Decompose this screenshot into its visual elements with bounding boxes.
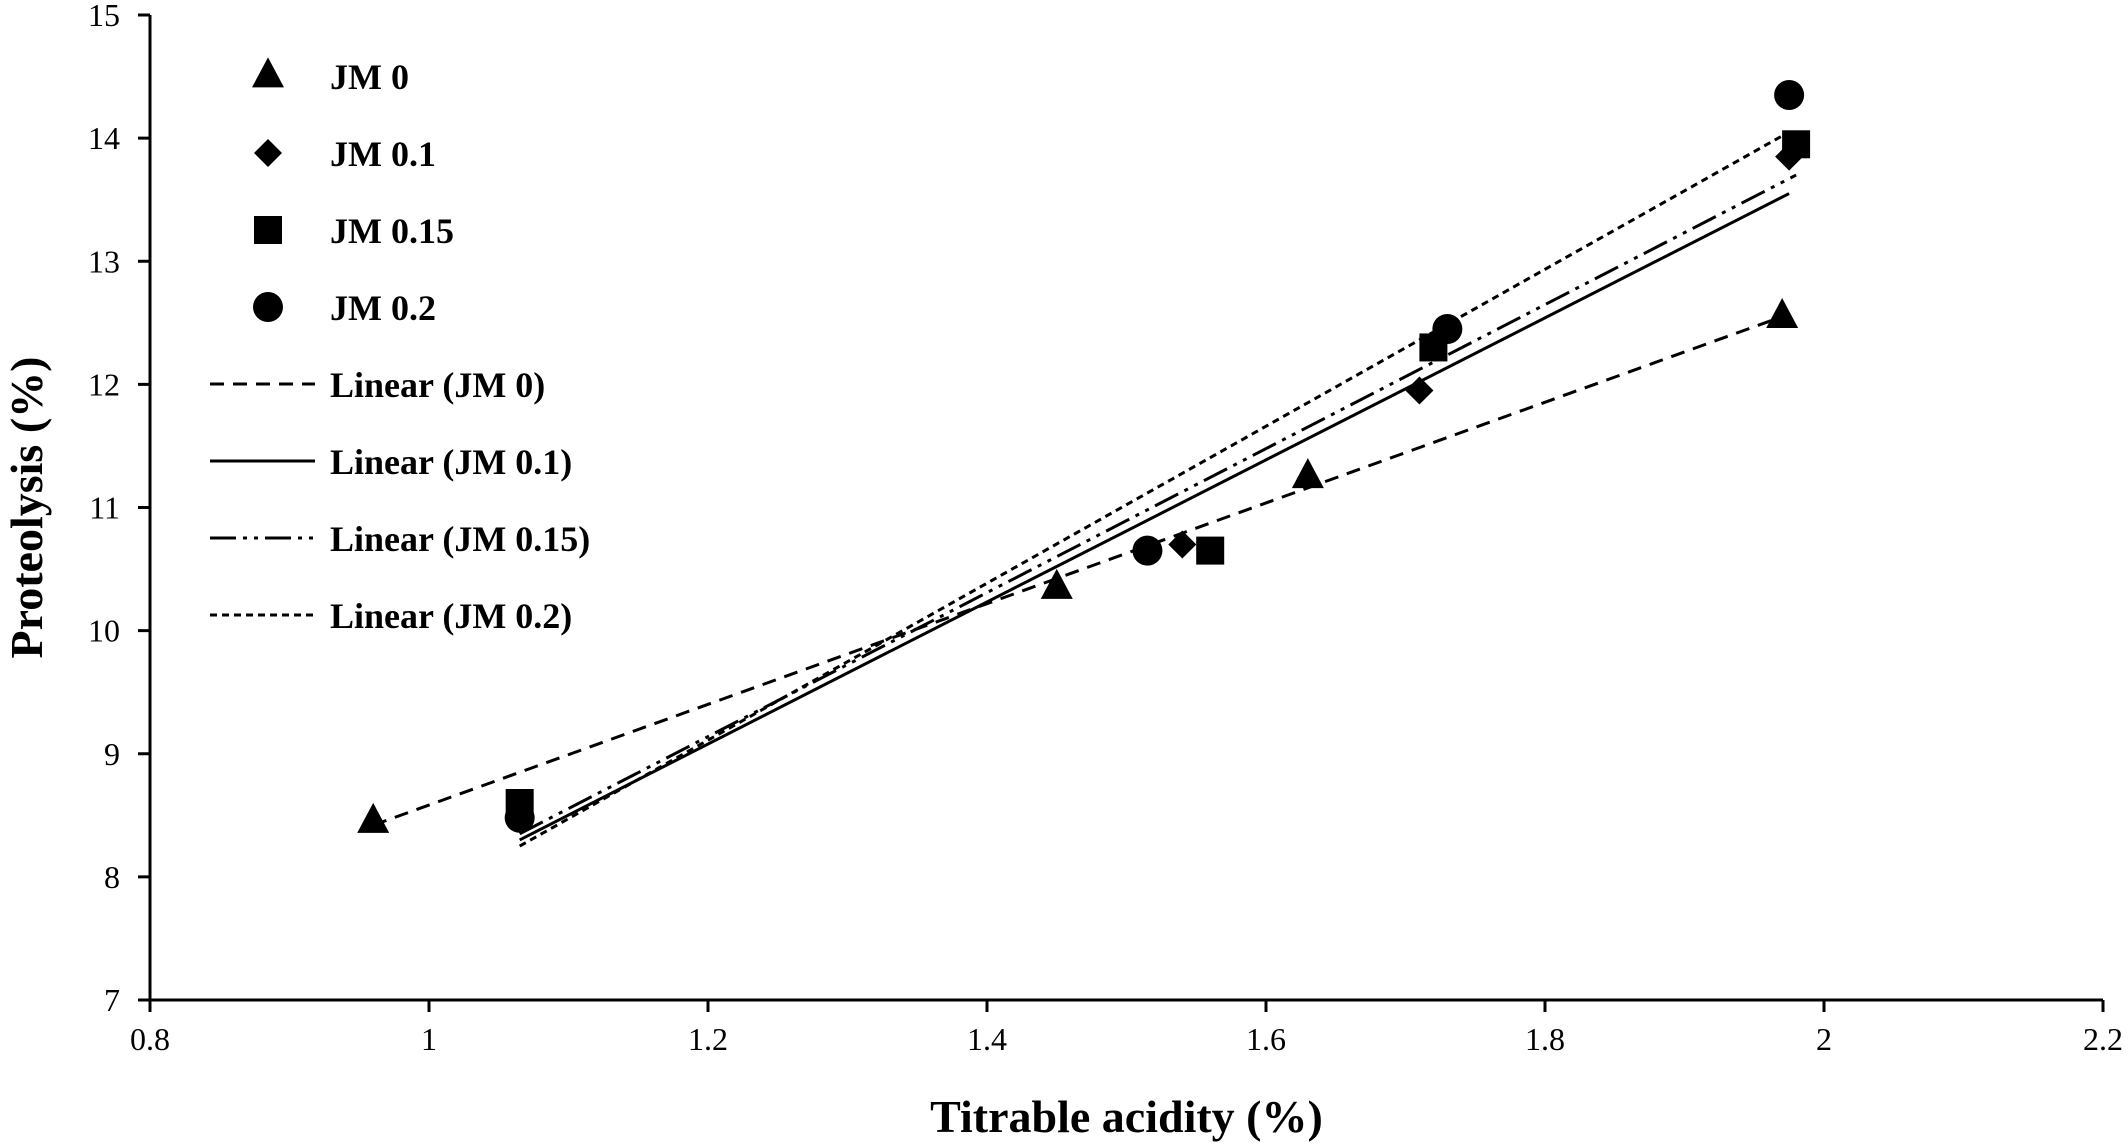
x-tick-label: 2.2	[2083, 1021, 2123, 1057]
data-point-circle	[504, 802, 535, 833]
x-axis-title: Titrable acidity (%)	[930, 1091, 1323, 1142]
legend-label: JM 0.1	[330, 134, 436, 174]
y-tick-label: 15	[88, 0, 120, 33]
trendlines	[372, 130, 1797, 848]
data-point-triangle	[357, 802, 390, 833]
x-tick-label: 1.8	[1525, 1021, 1565, 1057]
legend-label: Linear (JM 0.15)	[330, 519, 590, 559]
legend-label: Linear (JM 0.2)	[330, 596, 572, 636]
data-point-diamond	[1405, 376, 1434, 405]
y-axis-title: Proteolysis (%)	[1, 357, 52, 659]
x-tick-label: 2	[1816, 1021, 1832, 1057]
x-tick-label: 0.8	[130, 1021, 170, 1057]
legend-label: JM 0.15	[330, 211, 454, 251]
trendline-triangle	[372, 315, 1783, 827]
y-tick-label: 10	[88, 613, 120, 649]
legend-label: JM 0	[330, 57, 409, 97]
axes: 0.8 1 1.2 1.4 1.6 1.8 2 2.2 7 8 9 10 11 12 13 14 15	[88, 0, 2123, 1057]
legend-marker-diamond	[254, 139, 282, 167]
data-points	[357, 80, 1811, 833]
legend: JM 0 JM 0.1 JM 0.15 JM 0.2 Linear (JM 0) Line…	[210, 57, 590, 636]
y-tick-label: 7	[104, 982, 120, 1018]
data-point-diamond	[1168, 530, 1197, 559]
data-point-square	[1196, 536, 1225, 565]
data-point-square	[1782, 130, 1811, 159]
x-tick-label: 1	[421, 1021, 437, 1057]
y-tick-label: 8	[104, 859, 120, 895]
data-point-circle	[1132, 535, 1163, 566]
legend-marker-triangle	[252, 57, 284, 88]
data-point-circle	[1432, 313, 1463, 344]
y-tick-label: 9	[104, 736, 120, 772]
legend-marker-circle	[253, 292, 283, 322]
data-point-triangle	[1291, 458, 1324, 489]
legend-label: Linear (JM 0)	[330, 365, 545, 405]
legend-label: Linear (JM 0.1)	[330, 442, 572, 482]
x-tick-label: 1.6	[1246, 1021, 1286, 1057]
y-tick-label: 13	[88, 243, 120, 279]
legend-label: JM 0.2	[330, 288, 436, 328]
data-point-triangle	[1040, 568, 1073, 599]
data-point-circle	[1774, 80, 1805, 111]
y-tick-label: 12	[88, 366, 120, 402]
trendline-square	[518, 173, 1797, 836]
x-tick-label: 1.4	[967, 1021, 1007, 1057]
data-point-triangle	[1766, 298, 1799, 329]
y-tick-label: 14	[88, 120, 120, 156]
trendline-circle	[518, 130, 1790, 848]
y-tick-label: 11	[89, 490, 120, 526]
legend-marker-square	[254, 216, 282, 244]
x-tick-label: 1.2	[688, 1021, 728, 1057]
trendline-diamond	[518, 192, 1790, 842]
